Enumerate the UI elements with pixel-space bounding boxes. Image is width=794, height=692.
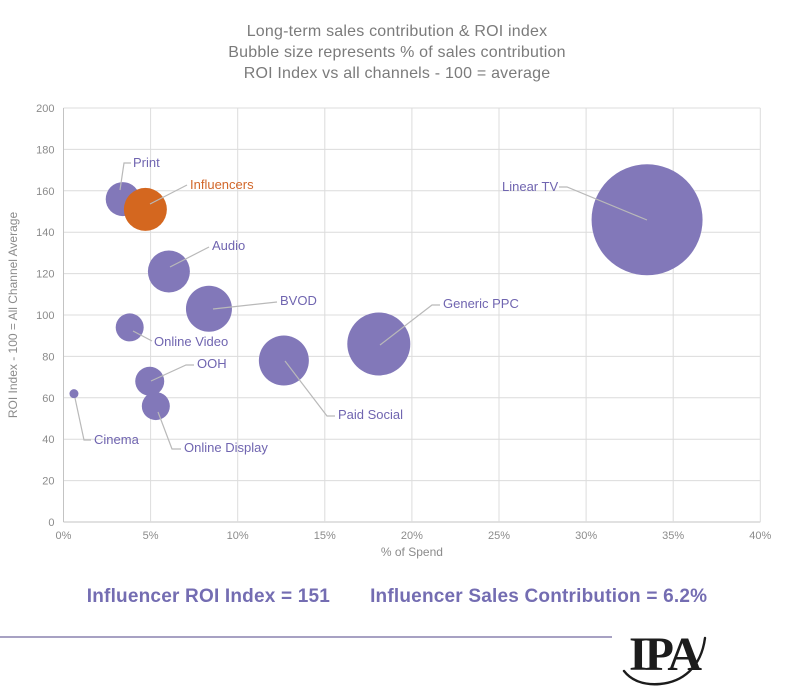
summary-roi-text: Influencer ROI Index = 151 (86, 586, 331, 607)
y-tick-label-0: 0 (48, 517, 54, 529)
leader-line-bvod (212, 301, 278, 310)
bubble-influencers (123, 187, 167, 231)
leader-line-influencers (149, 184, 188, 205)
chart-title-block: Long-term sales contribution & ROI index… (0, 21, 794, 84)
bubble-online-video (115, 313, 144, 342)
bubble-label-print: Print (133, 155, 160, 170)
bubble-paid-social (258, 335, 309, 386)
summary-row: Influencer ROI Index = 151 Influencer Sal… (0, 586, 794, 608)
bubble-label-ooh: OOH (197, 356, 227, 371)
y-tick-label-60: 60 (42, 393, 54, 405)
y-tick-label-120: 120 (36, 269, 54, 281)
bubble-label-linear-tv: Linear TV (502, 179, 558, 194)
y-tick-label-140: 140 (36, 227, 54, 239)
chart-title-line3: ROI Index vs all channels - 100 = averag… (243, 65, 551, 82)
x-tick-label-30: 30% (575, 530, 597, 542)
bubble-bvod (185, 285, 232, 332)
x-tick-label-25: 25% (488, 530, 510, 542)
y-tick-label-20: 20 (42, 476, 54, 488)
leader-line-cinema (74, 397, 91, 441)
leader-lines (74, 162, 648, 450)
bubble-label-bvod: BVOD (280, 293, 317, 308)
x-axis-title: % of Spend (381, 545, 443, 559)
x-tick-label-40: 40% (749, 530, 771, 542)
chart-title-line2: Bubble size represents % of sales contri… (228, 44, 566, 61)
bubbles (69, 164, 703, 421)
y-tick-label-40: 40 (42, 434, 54, 446)
leader-line-paid-social (284, 360, 335, 417)
leader-line-print (119, 162, 131, 191)
leader-line-linear-tv (559, 186, 648, 221)
bubble-label-paid-social: Paid Social (338, 407, 403, 422)
y-tick-label-80: 80 (42, 351, 54, 363)
x-tick-label-20: 20% (401, 530, 423, 542)
x-tick-label-0: 0% (56, 530, 72, 542)
y-tick-label-100: 100 (36, 310, 54, 322)
bubble-label-influencers: Influencers (190, 177, 254, 192)
bubble-audio (147, 250, 190, 293)
x-tick-label-35: 35% (662, 530, 684, 542)
ipa-logo: IPA (616, 626, 712, 690)
leader-line-generic-ppc (379, 304, 440, 346)
x-tick-label-5: 5% (143, 530, 159, 542)
bubble-label-audio: Audio (212, 238, 245, 253)
bubble-generic-ppc (347, 312, 411, 376)
summary-contribution-text: Influencer Sales Contribution = 6.2% (370, 586, 708, 607)
divider-line (0, 636, 612, 638)
y-tick-label-160: 160 (36, 186, 54, 198)
x-tick-label-10: 10% (227, 530, 249, 542)
leader-line-ooh (150, 364, 194, 382)
axis-tick-labels: 0 20 40 60 80 100 120 140 160 180 200 0% 5% 10% 15% 20%… (36, 103, 771, 542)
y-tick-label-200: 200 (36, 103, 54, 115)
y-axis-title: ROI Index - 100 = All Channel Average (6, 212, 20, 419)
leader-line-online-display (157, 411, 181, 450)
x-tick-label-15: 15% (314, 530, 336, 542)
ipa-logo-text: IPA (629, 628, 702, 681)
bubble-ooh (135, 366, 165, 396)
bubble-label-online-video: Online Video (154, 334, 228, 349)
bubble-labels: Print Influencers Audio BVOD Online Video OOH… (94, 155, 558, 455)
bubble-label-cinema: Cinema (94, 432, 140, 447)
bubble-cinema (69, 389, 79, 399)
bubble-online-display (141, 392, 170, 421)
leader-line-online-video (132, 330, 153, 342)
bubble-label-online-display: Online Display (184, 440, 268, 455)
y-tick-label-180: 180 (36, 144, 54, 156)
leader-line-audio (169, 246, 210, 268)
axis-titles: % of Spend ROI Index - 100 = All Channel … (6, 212, 443, 559)
ipa-logo-swoosh (622, 636, 707, 686)
chart-title-line1: Long-term sales contribution & ROI index (246, 23, 548, 40)
bubble-label-generic-ppc: Generic PPC (443, 296, 519, 311)
